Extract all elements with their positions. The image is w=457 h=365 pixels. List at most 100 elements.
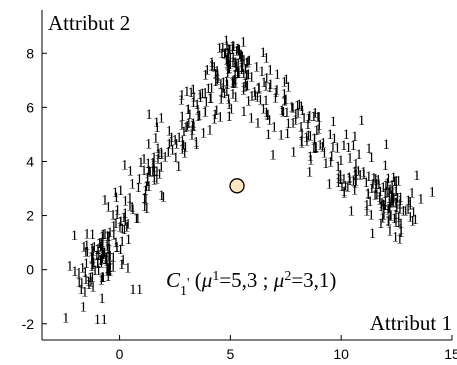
data-point: 1 <box>123 220 131 236</box>
data-point: 1 <box>236 47 244 63</box>
data-point: 1 <box>259 45 267 61</box>
data-point: 1 <box>99 227 107 243</box>
data-point: 1 <box>369 177 377 193</box>
data-point: 1 <box>106 264 114 280</box>
data-point: 1 <box>154 151 162 167</box>
data-point: 1 <box>96 236 104 252</box>
data-point: 1 <box>94 256 102 272</box>
data-point: 1 <box>128 200 136 216</box>
data-point: 1 <box>242 62 250 78</box>
data-point: 1 <box>369 226 377 242</box>
data-point: 1 <box>193 97 201 113</box>
data-point: 1 <box>326 127 334 143</box>
data-point: 1 <box>217 91 225 107</box>
data-point: 1 <box>284 116 292 132</box>
data-point: 1 <box>234 66 242 82</box>
data-point: 1 <box>266 112 274 128</box>
data-point: 1 <box>145 179 153 195</box>
data-point: 1 <box>376 189 384 205</box>
y-tick-label: 6 <box>26 99 34 115</box>
data-point: 1 <box>237 47 245 63</box>
data-point: 1 <box>283 72 291 88</box>
data-point: 1 <box>395 209 403 225</box>
data-point: 1 <box>337 153 345 169</box>
data-point: 1 <box>145 164 153 180</box>
data-point: 1 <box>255 81 263 97</box>
data-point: 1 <box>283 105 291 121</box>
data-point: 1 <box>79 261 87 277</box>
data-point: 1 <box>155 146 163 162</box>
x-tick-label: 10 <box>333 346 349 362</box>
data-point: 1 <box>196 90 204 106</box>
data-point: 1 <box>294 105 302 121</box>
mu-value-2: =3,1) <box>291 268 336 292</box>
data-point: 1 <box>189 116 197 132</box>
data-point: 1 <box>202 68 210 84</box>
data-point: 1 <box>198 86 206 102</box>
data-point: 1 <box>112 185 120 201</box>
data-point: 1 <box>82 244 90 260</box>
data-point: 1 <box>352 156 360 172</box>
centroid-marker <box>229 178 245 194</box>
data-point: 1 <box>387 209 395 225</box>
data-point: 1 <box>201 104 209 120</box>
data-point: 1 <box>388 194 396 210</box>
data-point: 1 <box>240 83 248 99</box>
data-point: 1 <box>126 190 134 206</box>
data-point: 1 <box>232 90 240 106</box>
data-point: 1 <box>97 253 105 269</box>
mu-superscript-2: 2 <box>284 269 291 284</box>
data-point: 1 <box>210 111 218 127</box>
data-point: 1 <box>396 201 404 217</box>
data-point: 1 <box>62 310 70 326</box>
data-point: 1 <box>158 188 166 204</box>
data-point: 1 <box>289 101 297 117</box>
data-point: 1 <box>315 118 323 134</box>
data-point: 1 <box>232 56 240 72</box>
data-point: 1 <box>241 76 249 92</box>
data-point: 1 <box>310 141 318 157</box>
data-point: 1 <box>187 85 195 101</box>
data-point: 1 <box>352 166 360 182</box>
data-point: 1 <box>392 173 400 189</box>
data-point: 1 <box>113 240 121 256</box>
data-point: 1 <box>251 84 259 100</box>
data-point: 1 <box>390 190 398 206</box>
data-point: 1 <box>190 89 198 105</box>
data-point: 1 <box>145 164 153 180</box>
data-point: 1 <box>245 67 253 83</box>
data-point: 1 <box>240 66 248 82</box>
data-point: 1 <box>102 252 110 268</box>
cluster-prime: ' <box>187 276 190 291</box>
data-point: 1 <box>277 128 285 144</box>
data-point: 1 <box>142 183 150 199</box>
data-point: 1 <box>306 128 314 144</box>
data-point: 1 <box>89 279 97 295</box>
data-point: 1 <box>393 200 401 216</box>
data-point: 1 <box>234 43 242 59</box>
data-point: 1 <box>230 73 238 89</box>
data-point: 1 <box>372 172 380 188</box>
data-point: 1 <box>376 192 384 208</box>
data-point: 1 <box>428 185 436 201</box>
data-point: 1 <box>98 246 106 262</box>
data-point: 1 <box>234 56 242 72</box>
data-point: 1 <box>225 109 233 125</box>
data-point: 1 <box>110 227 118 243</box>
data-point: 1 <box>395 174 403 190</box>
data-point: 1 <box>133 211 141 227</box>
data-point: 1 <box>263 70 271 86</box>
data-point: 1 <box>228 42 236 58</box>
data-point: 1 <box>99 270 107 286</box>
data-point: 1 <box>235 65 243 81</box>
data-point: 1 <box>206 91 214 107</box>
data-point: 1 <box>238 55 246 71</box>
data-point: 1 <box>243 55 251 71</box>
data-point: 1 <box>329 140 337 156</box>
data-point: 1 <box>225 97 233 113</box>
data-point: 1 <box>99 237 107 253</box>
data-point: 1 <box>99 249 107 265</box>
data-point: 1 <box>142 192 150 208</box>
